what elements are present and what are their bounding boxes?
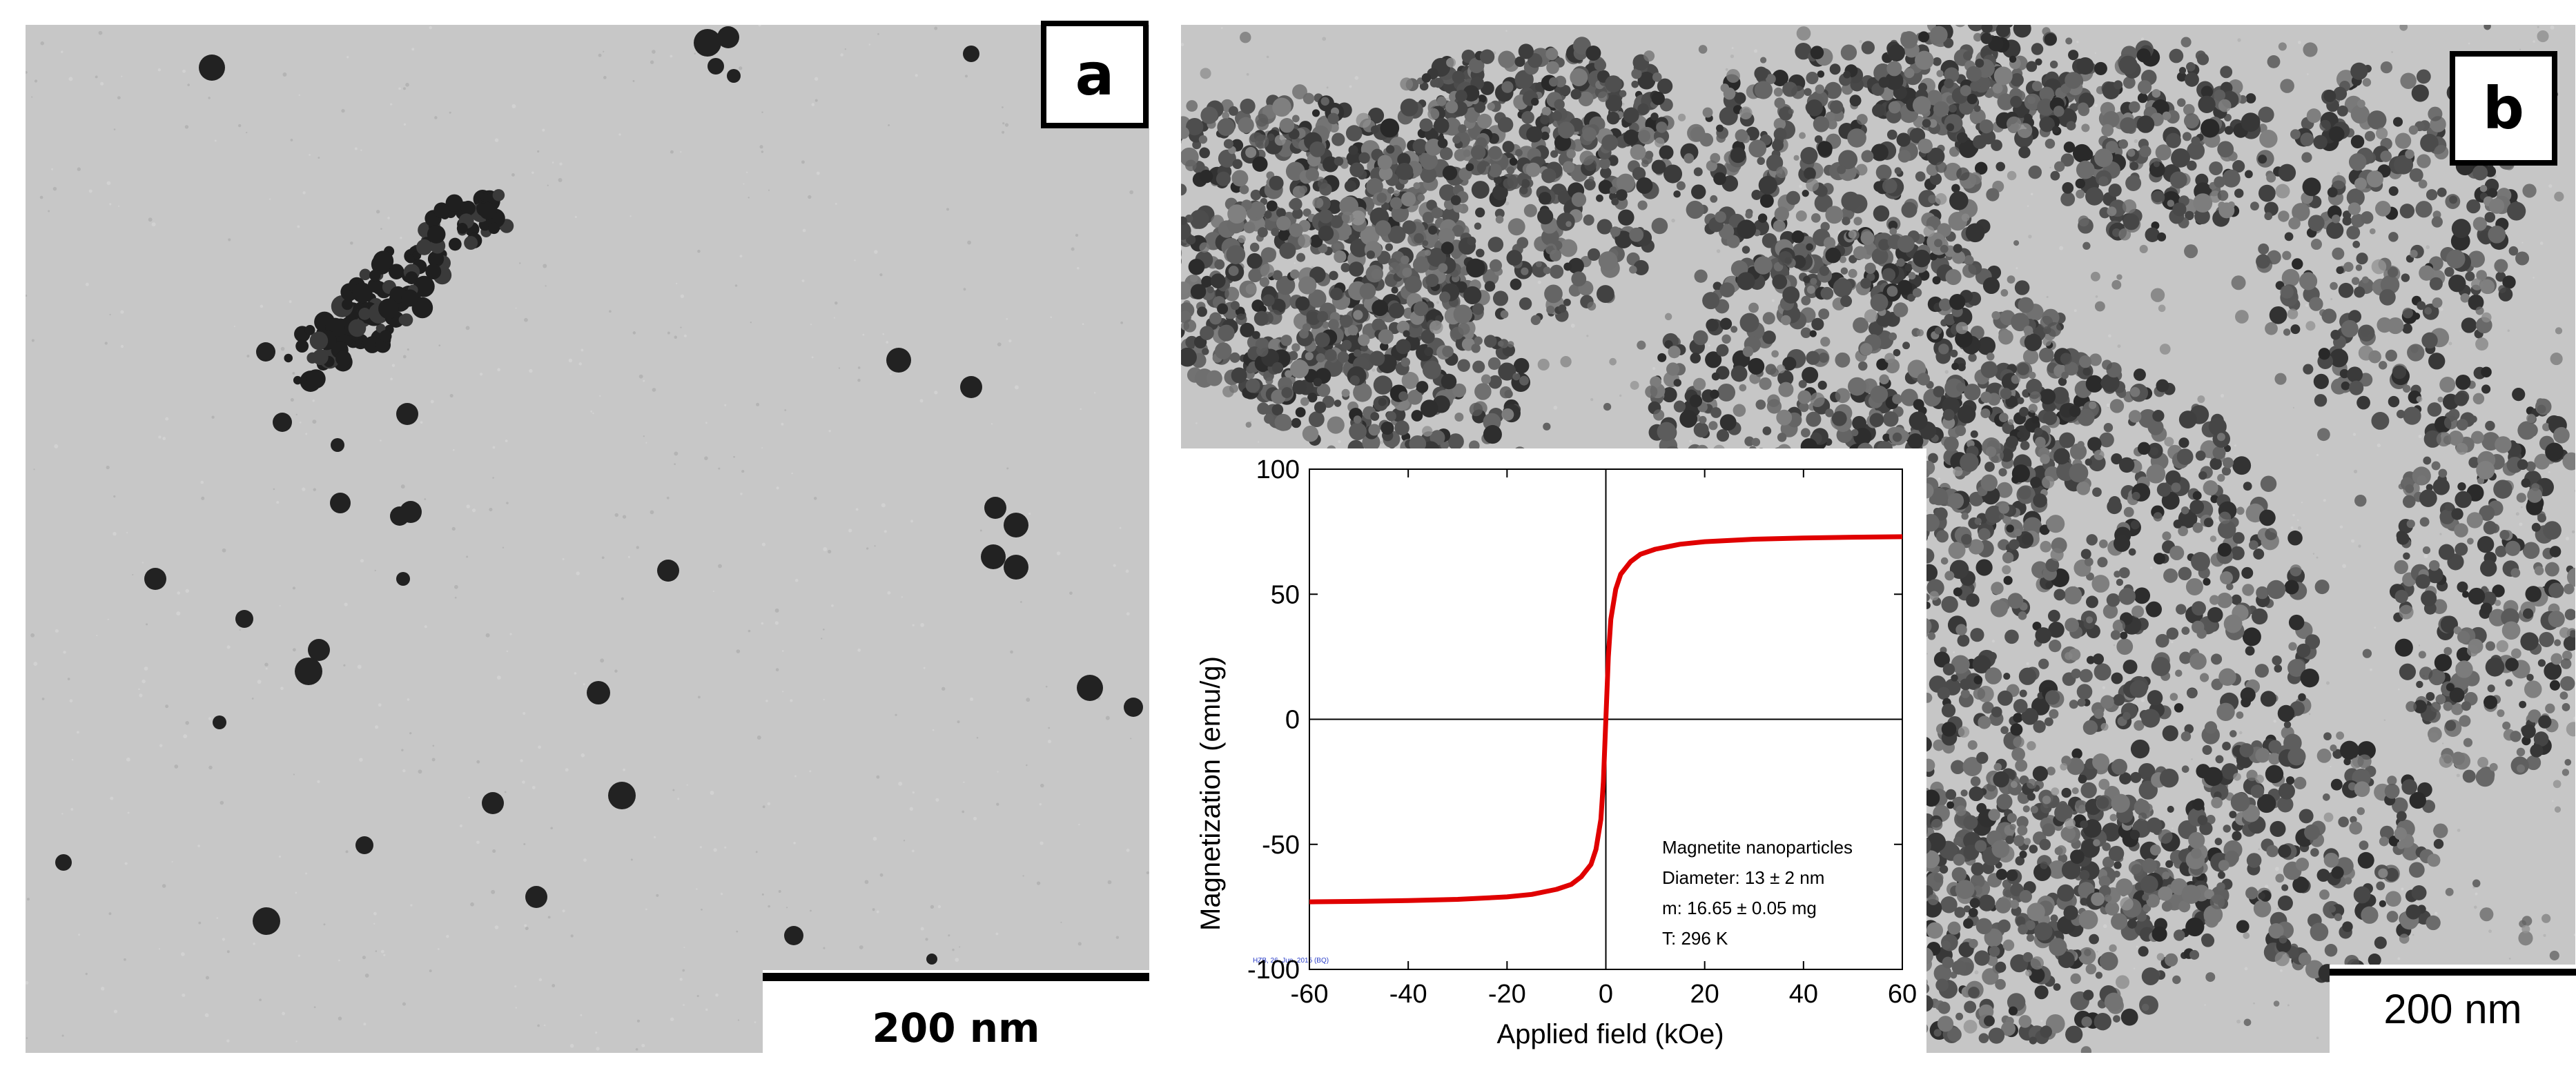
- background-texture: [26, 25, 1149, 1051]
- scale-bar-label-b: 200 nm: [2383, 986, 2522, 1032]
- magnetization-curve-0: [1309, 534, 1903, 905]
- x-tick-label: -20: [1488, 980, 1526, 1009]
- x-axis-label: Applied field (kOe): [1496, 1019, 1724, 1049]
- x-tick-label: 60: [1888, 980, 1917, 1009]
- y-tick-label: 0: [1285, 706, 1300, 735]
- scale-bar-a: 200 nm: [763, 970, 1149, 1086]
- scale-bar-b: 200 nm: [2330, 965, 2576, 1053]
- magnetization-chart: Magnetization (emu/g) Applied field (kOe…: [1181, 448, 1926, 1053]
- panel-label-b: b: [2450, 51, 2557, 166]
- annotation-temperature: T: 296 K: [1662, 928, 1728, 949]
- annotation-diameter: Diameter: 13 ± 2 nm: [1662, 867, 1824, 888]
- y-tick-label: 50: [1271, 580, 1300, 609]
- y-axis-label: Magnetization (emu/g): [1196, 656, 1226, 931]
- scale-bar-line-b: [2330, 969, 2576, 976]
- panel-label-a: a: [1041, 21, 1149, 128]
- x-tick-label: 0: [1599, 980, 1613, 1009]
- annotation-sample: Magnetite nanoparticles: [1662, 837, 1853, 858]
- x-tick-label: -60: [1291, 980, 1329, 1009]
- y-tick-label: -50: [1262, 831, 1300, 860]
- annotation-mass: m: 16.65 ± 0.05 mg: [1662, 898, 1817, 918]
- footer-note: HZB, 26. Jun. 2015 (BQ): [1253, 957, 1329, 965]
- x-tick-label: -40: [1389, 980, 1427, 1009]
- x-tick-label: 40: [1789, 980, 1818, 1009]
- magnetization-chart-svg: Magnetization (emu/g) Applied field (kOe…: [1196, 455, 1917, 1049]
- scale-bar-label-a: 200 nm: [872, 1005, 1040, 1052]
- x-tick-label: 20: [1690, 980, 1719, 1009]
- y-tick-label: -100: [1247, 956, 1300, 985]
- tem-particles-a: [26, 25, 1149, 1051]
- particles: [55, 26, 1143, 965]
- y-tick-label: 100: [1256, 455, 1300, 484]
- scale-bar-line-a: [763, 973, 1149, 981]
- tem-image-a: [26, 25, 1149, 1053]
